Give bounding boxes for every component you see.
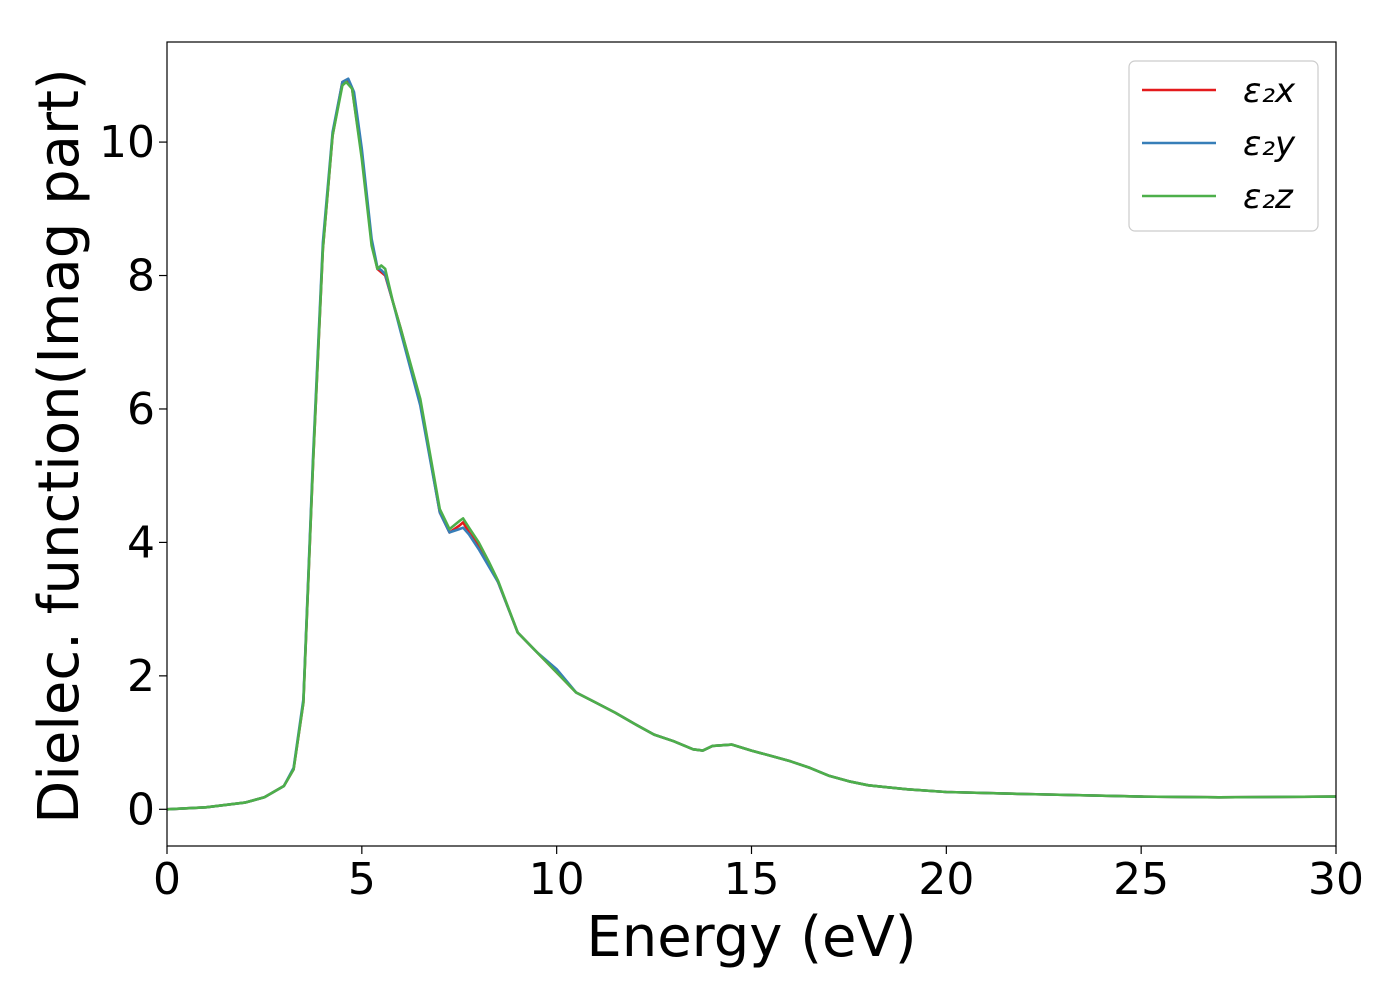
x-axis-label: Energy (eV): [586, 905, 916, 970]
y-tick-label: 2: [127, 651, 155, 702]
x-tick-label: 30: [1308, 854, 1364, 905]
legend: ε₂x ε₂y ε₂z: [1128, 60, 1319, 232]
x-axis-ticks: 0 5 10 15 20 25 30: [153, 846, 1364, 905]
series-line-3: [166, 80, 1337, 811]
y-axis-label: Dielec. function(Imag part): [27, 68, 92, 824]
x-tick-label: 20: [918, 854, 974, 905]
series-layer: [166, 77, 1337, 811]
y-tick-label: 8: [127, 251, 155, 302]
y-tick-label: 10: [99, 117, 155, 168]
y-tick-label: 6: [127, 384, 155, 435]
x-tick-label: 15: [724, 854, 780, 905]
y-tick-label: 4: [127, 517, 155, 568]
y-tick-label: 0: [127, 784, 155, 835]
legend-label-1: ε₂x: [1243, 71, 1296, 111]
y-axis-ticks: 0 2 4 6 8 10: [99, 117, 167, 835]
x-tick-label: 0: [153, 854, 181, 905]
legend-box: [1128, 60, 1319, 232]
x-tick-label: 25: [1113, 854, 1169, 905]
legend-label-2: ε₂y: [1243, 124, 1296, 164]
x-tick-label: 10: [529, 854, 585, 905]
x-tick-label: 5: [348, 854, 376, 905]
legend-label-3: ε₂z: [1243, 177, 1294, 217]
